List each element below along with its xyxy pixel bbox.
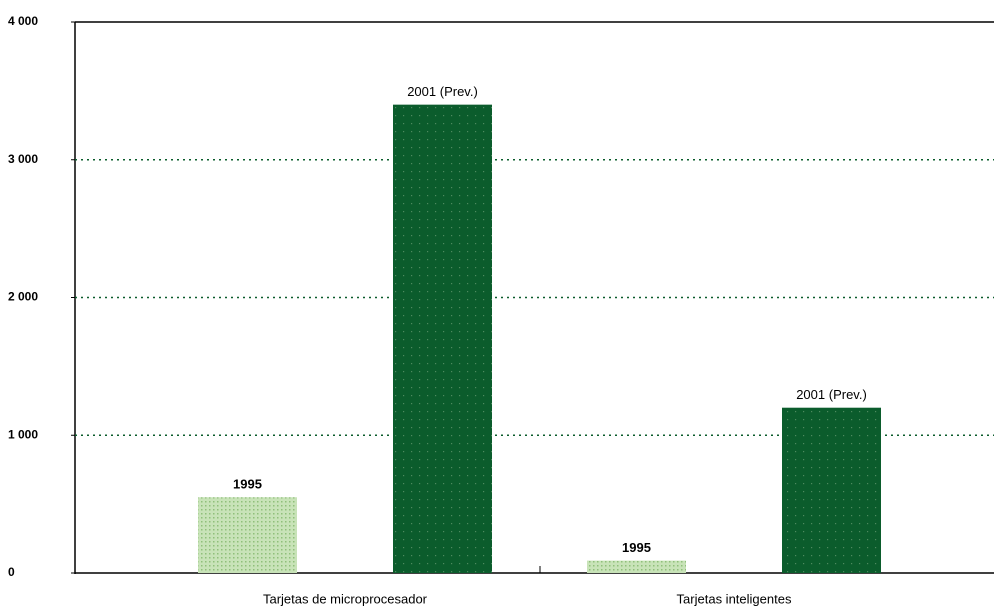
x-tick-label: Tarjetas inteligentes — [677, 591, 792, 606]
bar — [782, 407, 881, 573]
x-tick-label: Tarjetas de microprocesador — [263, 591, 428, 606]
series-label: 1995 — [622, 540, 651, 555]
series-label: 2001 (Prev.) — [407, 84, 478, 99]
y-tick-label: 4 000 — [8, 14, 38, 28]
bar — [198, 497, 297, 573]
y-tick-label: 0 — [8, 565, 15, 579]
series-label: 1995 — [233, 477, 262, 492]
bar — [587, 560, 686, 573]
bar — [393, 104, 492, 574]
y-tick-label: 2 000 — [8, 290, 38, 304]
y-tick-label: 1 000 — [8, 427, 38, 441]
y-tick-label: 3 000 — [8, 152, 38, 166]
series-label: 2001 (Prev.) — [796, 387, 867, 402]
